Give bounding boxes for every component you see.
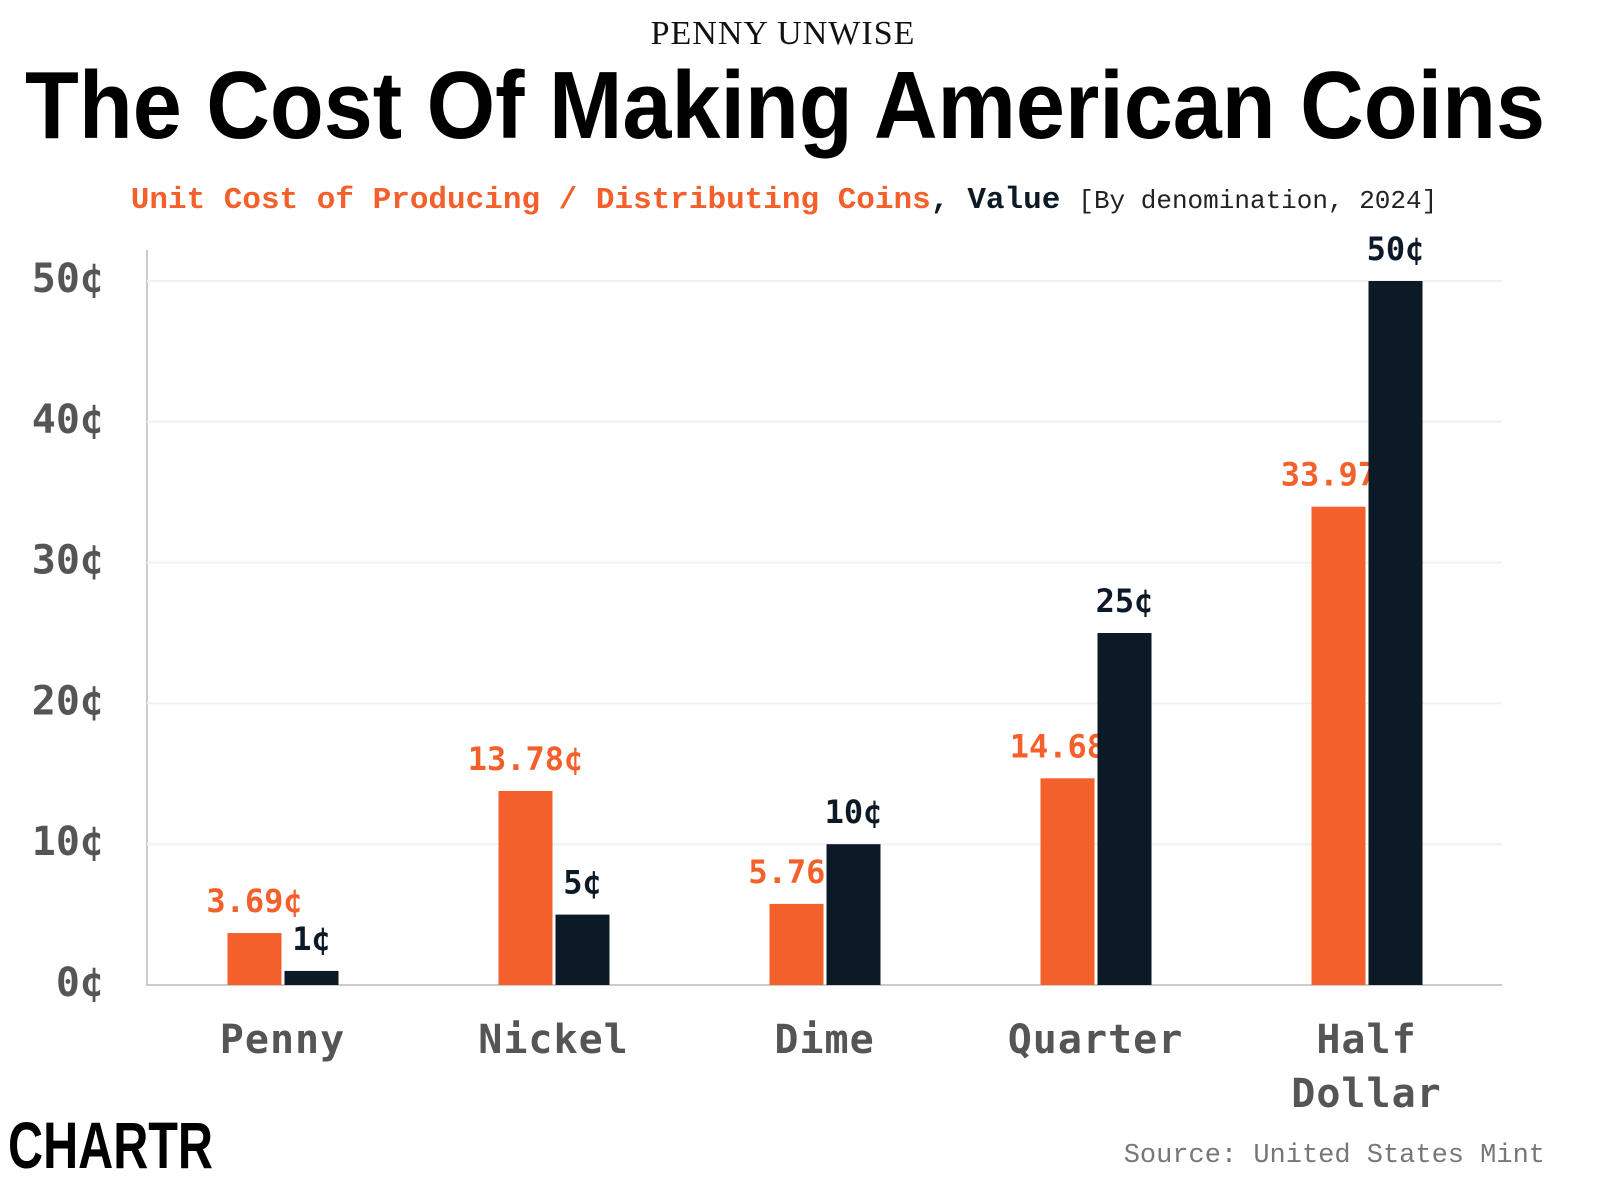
bar <box>555 914 610 985</box>
value-label: 10¢ <box>825 793 883 831</box>
bar <box>1040 778 1095 985</box>
subtitle-note: [By denomination, 2024] <box>1078 186 1437 216</box>
x-tick-label: Nickel <box>478 1017 629 1063</box>
kicker: PENNY UNWISE <box>651 15 916 52</box>
bar <box>1311 506 1366 985</box>
legend-entry: Value <box>967 183 1060 218</box>
value-label: 13.78¢ <box>468 740 584 778</box>
subtitle: Unit Cost of Producing / Distributing Co… <box>131 183 1437 218</box>
y-tick-label: 10¢ <box>32 819 104 865</box>
value-label: 50¢ <box>1367 230 1425 268</box>
bar <box>284 970 339 985</box>
value-label: 5¢ <box>563 864 602 902</box>
bar <box>227 933 282 985</box>
x-tick-label: Dime <box>774 1017 875 1063</box>
bar <box>498 790 553 985</box>
bar <box>1368 281 1423 985</box>
logo: CHARTR <box>8 1108 213 1182</box>
value-label: 1¢ <box>292 920 331 958</box>
y-tick-label: 0¢ <box>56 960 104 1006</box>
x-tick-label: Penny <box>219 1017 346 1063</box>
y-tick-label: 30¢ <box>32 538 104 584</box>
source: Source: United States Mint <box>1124 1141 1545 1171</box>
bar <box>1097 633 1152 985</box>
legend-separator: , <box>931 183 950 218</box>
y-tick-label: 40¢ <box>32 397 104 443</box>
value-label: 25¢ <box>1096 582 1154 620</box>
value-label: 3.69¢ <box>206 882 302 920</box>
y-tick-label: 50¢ <box>32 256 104 302</box>
x-tick-label: Half Dollar <box>1291 1017 1442 1117</box>
chart-title: The Cost Of Making American Coins <box>25 52 1545 159</box>
bar <box>826 844 881 985</box>
y-tick-label: 20¢ <box>32 678 104 724</box>
legend-entry: Unit Cost of Producing / Distributing Co… <box>131 183 931 218</box>
x-tick-label: Quarter <box>1007 1017 1184 1063</box>
bar <box>769 903 824 985</box>
